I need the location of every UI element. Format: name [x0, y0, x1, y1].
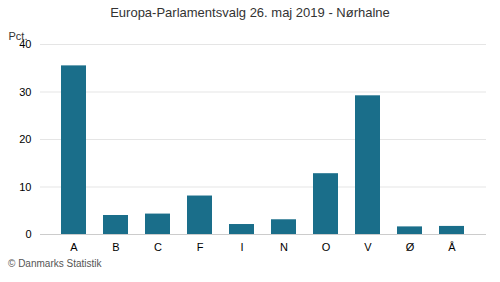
svg-text:Å: Å [448, 241, 456, 253]
svg-text:V: V [364, 241, 372, 253]
svg-text:40: 40 [19, 38, 32, 50]
svg-text:F: F [197, 241, 204, 253]
svg-text:A: A [70, 241, 78, 253]
svg-text:B: B [112, 241, 119, 253]
svg-text:N: N [280, 241, 288, 253]
svg-text:I: I [240, 241, 243, 253]
svg-text:20: 20 [19, 133, 31, 145]
html-text:© Danmarks Statistik: © Danmarks Statistik [8, 258, 102, 269]
svg-text:Ø: Ø [406, 241, 415, 253]
svg-text:30: 30 [19, 86, 31, 98]
html-text:Europa-Parlamentsvalg 26. maj: Europa-Parlamentsvalg 26. maj 2019 - Nør… [110, 5, 390, 20]
svg-text:10: 10 [19, 181, 31, 193]
svg-text:C: C [154, 241, 162, 253]
svg-text:Pct.: Pct. [9, 30, 28, 42]
svg-text:O: O [322, 241, 331, 253]
svg-text:0: 0 [25, 228, 31, 240]
